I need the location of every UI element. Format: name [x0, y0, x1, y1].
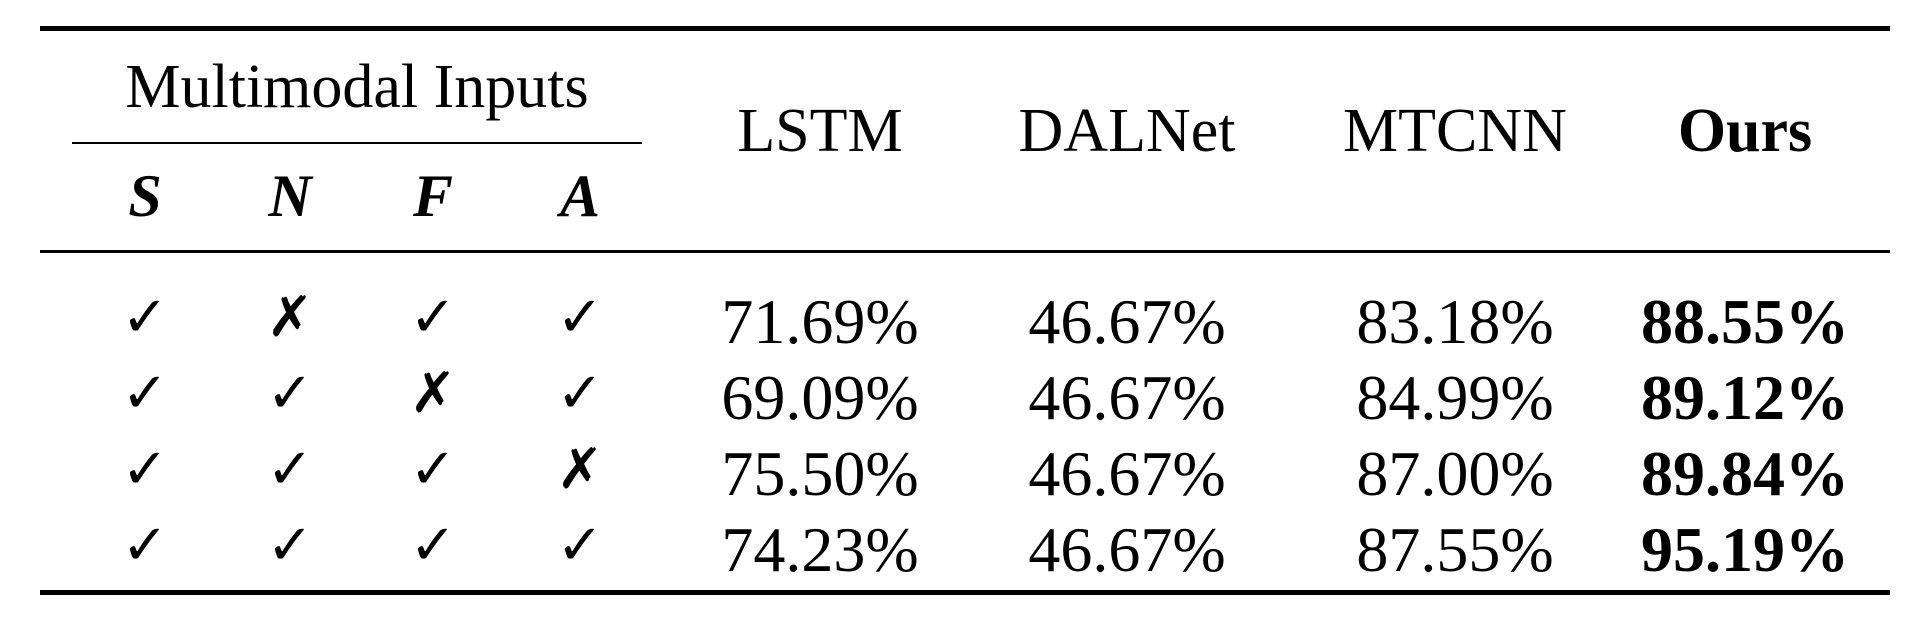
table-cell-dalnet: 46.67%: [1028, 286, 1226, 357]
method-header-lstm: LSTM: [737, 97, 903, 165]
check-mark-icon: ✓: [556, 361, 604, 426]
table-bottom-rule: [40, 590, 1890, 595]
check-mark-icon: ✓: [266, 437, 314, 502]
table-cell-ours: 89.84%: [1641, 438, 1849, 509]
multimodal-inputs-header: Multimodal Inputs: [125, 53, 589, 121]
table-cell-lstm: 74.23%: [721, 514, 919, 585]
table-cell-ours: 95.19%: [1641, 514, 1849, 585]
method-header-ours: Ours: [1677, 97, 1813, 165]
method-header-mtcnn: MTCNN: [1343, 97, 1567, 165]
table-cell-dalnet: 46.67%: [1028, 438, 1226, 509]
check-mark-icon: ✓: [556, 513, 604, 578]
table-cell-ours: 88.55%: [1641, 286, 1849, 357]
input-header-a: A: [559, 163, 601, 229]
check-mark-icon: ✓: [409, 513, 457, 578]
table-cell-mtcnn: 83.18%: [1356, 286, 1554, 357]
table-cell-lstm: 71.69%: [721, 286, 919, 357]
input-header-s: S: [128, 163, 162, 229]
table-cell-ours: 89.12%: [1641, 362, 1849, 433]
cross-mark-icon: ✗: [409, 361, 457, 426]
table-cell-lstm: 75.50%: [721, 438, 919, 509]
table-cell-dalnet: 46.67%: [1028, 362, 1226, 433]
table-cell-mtcnn: 87.00%: [1356, 438, 1554, 509]
cross-mark-icon: ✗: [556, 437, 604, 502]
check-mark-icon: ✓: [266, 513, 314, 578]
input-header-n: N: [268, 163, 312, 229]
check-mark-icon: ✓: [409, 285, 457, 350]
method-header-dalnet: DALNet: [1018, 97, 1236, 165]
header-bottom-rule: [40, 250, 1890, 253]
check-mark-icon: ✓: [409, 437, 457, 502]
cross-mark-icon: ✗: [266, 285, 314, 350]
check-mark-icon: ✓: [121, 437, 169, 502]
input-header-f: F: [412, 163, 454, 229]
check-mark-icon: ✓: [266, 361, 314, 426]
check-mark-icon: ✓: [121, 285, 169, 350]
table-cell-mtcnn: 84.99%: [1356, 362, 1554, 433]
results-table: Multimodal Inputs S N F A LSTM DALNet MT…: [40, 26, 1890, 596]
table-cell-mtcnn: 87.55%: [1356, 514, 1554, 585]
check-mark-icon: ✓: [556, 285, 604, 350]
group-header-rule: [72, 142, 642, 144]
check-mark-icon: ✓: [121, 361, 169, 426]
table-cell-lstm: 69.09%: [721, 362, 919, 433]
check-mark-icon: ✓: [121, 513, 169, 578]
table-top-rule: [40, 26, 1890, 31]
table-cell-dalnet: 46.67%: [1028, 514, 1226, 585]
